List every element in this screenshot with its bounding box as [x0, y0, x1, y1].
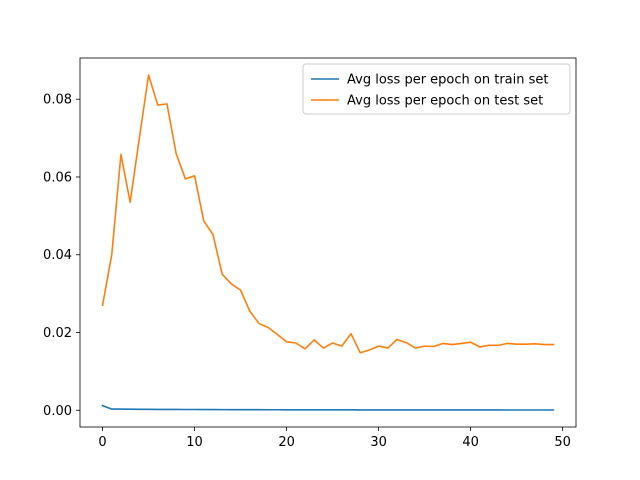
x-tick-label: 0	[98, 435, 106, 450]
axes: 0 10 20 30 40 50 0.00 0.02 0.04 0.06 0.08	[43, 93, 571, 450]
legend-box	[302, 63, 571, 115]
x-tick-label: 10	[186, 435, 203, 450]
test-loss-line	[101, 74, 555, 354]
legend: Avg loss per epoch on train set Avg loss …	[302, 63, 571, 115]
y-tick-label: 0.00	[43, 404, 72, 419]
legend-label: Avg loss per epoch on test set	[347, 94, 543, 109]
x-tick-label: 20	[278, 435, 295, 450]
train-loss-line	[101, 404, 555, 411]
axes-frame	[79, 57, 577, 428]
x-tick-label: 50	[554, 435, 571, 450]
y-tick-label: 0.06	[43, 170, 72, 185]
legend-label: Avg loss per epoch on train set	[347, 73, 549, 88]
plot-frame	[79, 57, 577, 428]
x-tick-label: 30	[370, 435, 387, 450]
series-layer	[101, 74, 555, 411]
y-tick-label: 0.04	[43, 248, 72, 263]
x-tick-label: 40	[462, 435, 479, 450]
y-tick-label: 0.02	[43, 326, 72, 341]
y-tick-label: 0.08	[43, 93, 72, 108]
